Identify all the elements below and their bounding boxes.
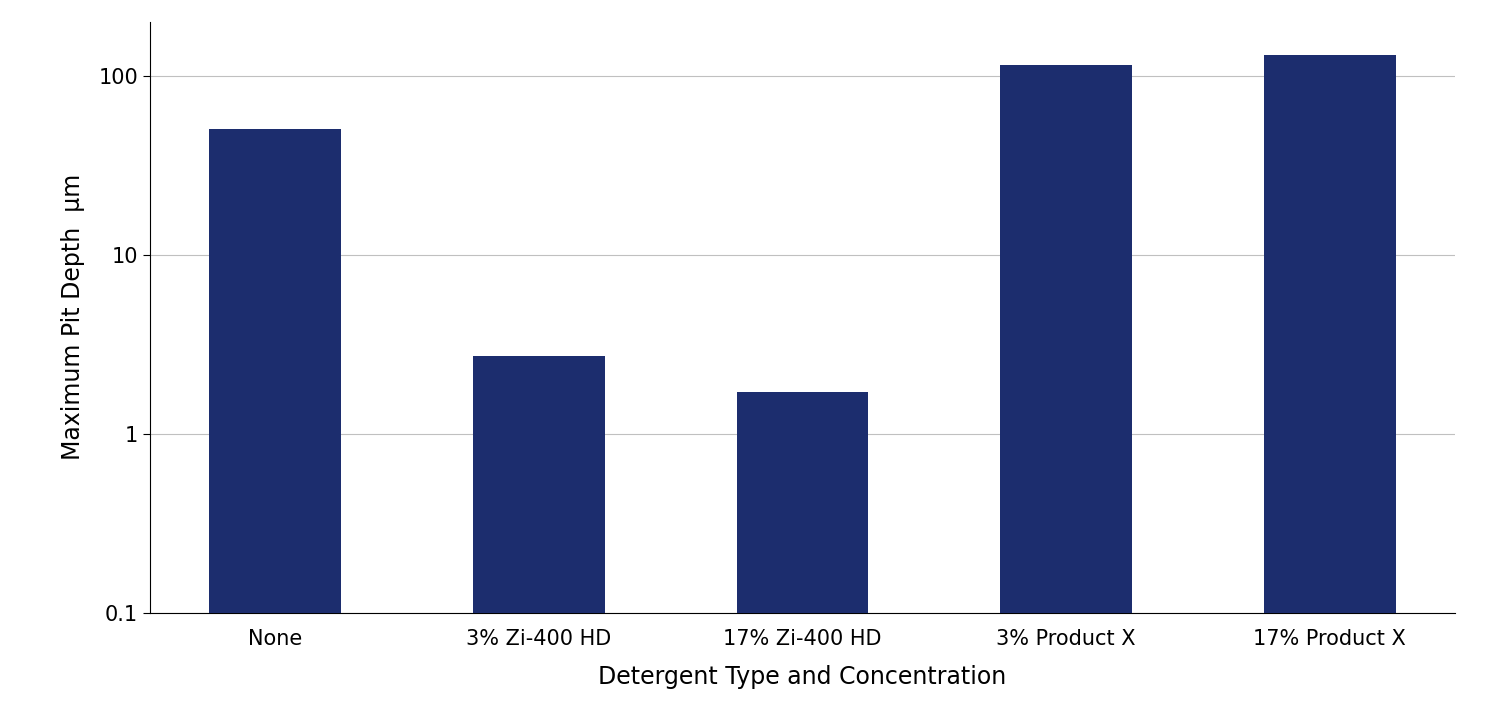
Bar: [1264, 55, 1395, 721]
X-axis label: Detergent Type and Concentration: Detergent Type and Concentration: [598, 665, 1006, 689]
Y-axis label: Maximum Pit Depth  µm: Maximum Pit Depth µm: [60, 174, 84, 461]
Bar: [736, 392, 868, 721]
Bar: [210, 130, 340, 721]
Bar: [472, 356, 604, 721]
Bar: [1000, 65, 1132, 721]
